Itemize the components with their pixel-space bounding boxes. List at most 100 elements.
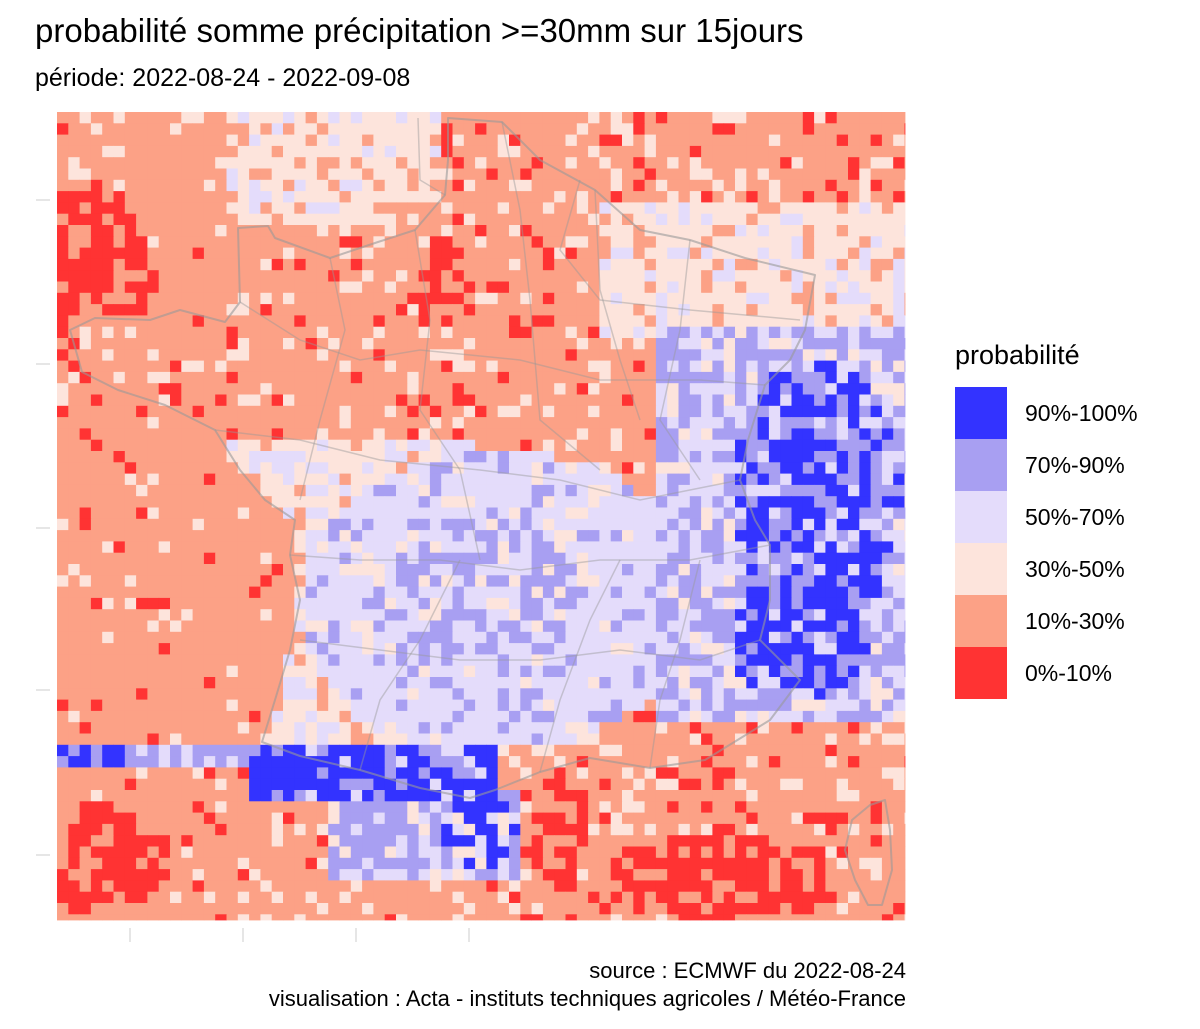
grid-cell — [655, 473, 668, 486]
grid-cell — [893, 722, 905, 734]
grid-cell — [712, 326, 725, 339]
grid-cell — [893, 112, 905, 124]
grid-cell — [475, 620, 487, 633]
grid-cell — [576, 179, 589, 192]
grid-cell — [859, 236, 871, 248]
grid-cell — [870, 823, 883, 836]
grid-cell — [181, 507, 193, 520]
grid-cell — [735, 270, 747, 282]
grid-cell — [305, 145, 318, 158]
grid-cell — [283, 281, 295, 294]
grid-cell — [181, 846, 193, 859]
grid-cell — [294, 823, 306, 836]
grid-cell — [893, 371, 905, 384]
grid-cell — [610, 790, 623, 802]
grid-cell — [283, 462, 295, 474]
grid-cell — [689, 586, 702, 599]
grid-cell — [429, 191, 442, 203]
grid-cell — [667, 767, 679, 780]
grid-cell — [203, 699, 216, 712]
grid-cell — [147, 677, 160, 689]
grid-cell — [316, 631, 329, 644]
grid-cell — [90, 462, 103, 474]
grid-cell — [249, 552, 261, 565]
grid-cell — [316, 620, 329, 633]
grid-cell — [215, 541, 227, 554]
grid-cell — [158, 530, 171, 542]
grid-cell — [226, 338, 239, 350]
grid-cell — [203, 518, 216, 531]
grid-cell — [633, 586, 645, 599]
grid-cell — [283, 699, 295, 712]
grid-cell — [294, 631, 306, 644]
grid-cell — [881, 304, 894, 316]
grid-cell — [667, 597, 679, 610]
grid-cell — [418, 304, 431, 316]
grid-cell — [814, 270, 826, 282]
grid-cell — [531, 823, 544, 836]
grid-cell — [622, 564, 634, 576]
grid-cell — [237, 643, 250, 655]
grid-cell — [170, 507, 182, 520]
grid-cell — [339, 439, 352, 452]
grid-cell — [475, 428, 487, 441]
grid-cell — [237, 665, 250, 678]
grid-cell — [520, 846, 532, 859]
grid-cell — [136, 631, 148, 644]
grid-cell — [350, 778, 363, 791]
grid-cell — [350, 541, 363, 554]
grid-cell — [746, 722, 758, 734]
grid-cell — [588, 835, 600, 847]
grid-cell — [147, 631, 160, 644]
grid-cell — [565, 575, 578, 587]
grid-cell — [237, 597, 250, 610]
grid-cell — [170, 586, 182, 599]
grid-cell — [893, 270, 905, 282]
grid-cell — [859, 823, 871, 836]
grid-cell — [859, 812, 871, 825]
grid-cell — [328, 688, 340, 700]
grid-cell — [136, 292, 148, 305]
grid-cell — [339, 349, 352, 361]
grid-cell — [757, 778, 770, 791]
grid-cell — [396, 767, 408, 780]
grid-cell — [147, 270, 160, 282]
grid-cell — [509, 439, 521, 452]
grid-cell — [497, 462, 510, 474]
grid-cell — [735, 405, 747, 418]
grid-cell — [79, 417, 92, 429]
grid-cell — [610, 236, 623, 248]
grid-cell — [384, 145, 397, 158]
grid-cell — [102, 620, 114, 633]
grid-cell — [249, 258, 261, 271]
grid-cell — [328, 530, 340, 542]
grid-cell — [904, 790, 906, 802]
grid-cell — [667, 699, 679, 712]
grid-cell — [712, 349, 725, 361]
grid-cell — [373, 767, 386, 780]
grid-cell — [283, 145, 295, 158]
grid-cell — [226, 733, 239, 746]
grid-cell — [520, 168, 532, 181]
grid-cell — [712, 484, 725, 497]
grid-cell — [768, 835, 781, 847]
grid-cell — [57, 586, 69, 599]
grid-cell — [192, 326, 205, 339]
grid-cell — [316, 292, 329, 305]
grid-cell — [475, 552, 487, 565]
grid-cell — [542, 304, 555, 316]
grid-cell — [836, 507, 849, 520]
grid-cell — [576, 157, 589, 169]
grid-cell — [158, 315, 171, 328]
grid-cell — [339, 496, 352, 508]
grid-cell — [757, 823, 770, 836]
grid-cell — [249, 439, 261, 452]
grid-cell — [192, 292, 205, 305]
grid-cell — [271, 586, 284, 599]
grid-cell — [735, 541, 747, 554]
grid-cell — [249, 349, 261, 361]
grid-cell — [531, 518, 544, 531]
grid-cell — [452, 756, 465, 768]
grid-cell — [113, 157, 126, 169]
grid-cell — [735, 360, 747, 373]
